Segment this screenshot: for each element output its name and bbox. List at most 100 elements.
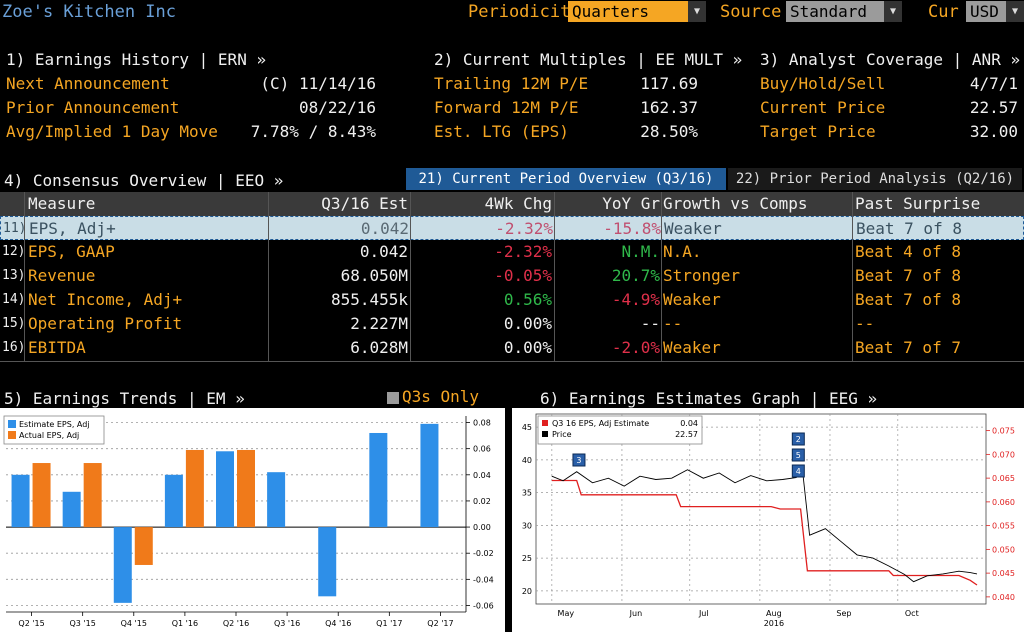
list-item: Trailing 12M P/E 117.69 bbox=[434, 72, 698, 96]
cell-surprise: Beat 7 of 8 bbox=[856, 219, 962, 238]
table-row[interactable]: 13) Revenue 68.050M -0.05% 20.7% Stronger Beat… bbox=[0, 264, 1024, 288]
list-item: Avg/Implied 1 Day Move 7.78% / 8.43% bbox=[6, 120, 376, 144]
q3s-only-label[interactable]: Q3s Only bbox=[402, 387, 480, 406]
chart-grid bbox=[6, 422, 466, 606]
legend-price: Price bbox=[552, 430, 572, 439]
cell-growth: Stronger bbox=[663, 266, 741, 285]
list-item: Prior Announcement 08/22/16 bbox=[6, 96, 376, 120]
y-axis: 0.08 0.06 0.04 0.02 0.00 -0.02 -0.04 -0.06 bbox=[465, 416, 494, 612]
row-number: 15) bbox=[2, 316, 26, 331]
cell-est: 68.050M bbox=[340, 266, 408, 285]
table-row[interactable]: 14) Net Income, Adj+ 855.455k 0.56% -4.9% Wea… bbox=[0, 288, 1024, 312]
earnings-estimates-title[interactable]: 6) Earnings Estimates Graph | EEG » bbox=[540, 389, 878, 408]
company-name: Zoe's Kitchen Inc bbox=[2, 2, 176, 22]
cell-est: 855.455k bbox=[330, 290, 408, 309]
legend-swatch-estimate bbox=[542, 420, 548, 426]
periodicity-dropdown-icon[interactable]: ▼ bbox=[688, 1, 706, 22]
cell-4wk-chg: -2.32% bbox=[494, 242, 552, 261]
cell-4wk-chg: -0.05% bbox=[494, 266, 552, 285]
cell-measure: EPS, GAAP bbox=[28, 242, 115, 261]
tab-prior-period[interactable]: 22) Prior Period Analysis (Q2/16) bbox=[728, 168, 1022, 190]
event-markers[interactable]: 3 2 5 4 bbox=[572, 432, 805, 478]
left-tick-label: 45 bbox=[522, 423, 532, 432]
row-value: 4/7/1 bbox=[969, 74, 1018, 93]
right-tick-label: 0.065 bbox=[992, 474, 1015, 483]
source-dropdown-icon[interactable]: ▼ bbox=[884, 1, 902, 22]
cell-growth: Weaker bbox=[664, 219, 722, 238]
event-marker[interactable] bbox=[791, 448, 805, 462]
col-est[interactable]: Q3/16 Est bbox=[321, 194, 408, 213]
x-tick-label: Q4 '16 bbox=[325, 619, 351, 628]
table-row[interactable]: 16) EBITDA 6.028M 0.00% -2.0% Weaker Beat 7 of… bbox=[0, 336, 1024, 360]
earnings-trends-title[interactable]: 5) Earnings Trends | EM » bbox=[4, 389, 245, 408]
cell-yoy: N.M. bbox=[621, 242, 660, 261]
legend-actual: Actual EPS, Adj bbox=[19, 431, 79, 440]
legend-estimate: Estimate EPS, Adj bbox=[19, 420, 90, 429]
periodicity-select[interactable]: Quarters bbox=[568, 1, 696, 22]
cell-yoy: -2.0% bbox=[611, 338, 660, 357]
x-tick-label: Q4 '15 bbox=[121, 619, 147, 628]
analyst-coverage-title[interactable]: 3) Analyst Coverage | ANR » bbox=[760, 50, 1021, 69]
row-label: Target Price bbox=[760, 122, 876, 141]
x-tick-label: Sep bbox=[836, 609, 851, 618]
right-tick-label: 0.075 bbox=[992, 427, 1015, 436]
cell-est: 2.227M bbox=[350, 314, 408, 333]
cur-label: Cur bbox=[928, 2, 959, 22]
bar-estimate bbox=[113, 527, 132, 603]
cell-4wk-chg: 0.56% bbox=[503, 290, 552, 309]
table-row[interactable]: 11) EPS, Adj+ 0.042 -2.32% -15.8% Weaker Beat … bbox=[0, 216, 1024, 240]
col-surprise[interactable]: Past Surprise bbox=[855, 194, 981, 213]
x-tick-label: Q2 '16 bbox=[223, 619, 249, 628]
bar-estimate bbox=[369, 432, 388, 528]
tab-current-period[interactable]: 21) Current Period Overview (Q3/16) bbox=[406, 168, 726, 190]
row-number: 16) bbox=[2, 340, 26, 355]
cell-surprise: Beat 7 of 7 bbox=[855, 338, 961, 357]
x-tick-label: Jun bbox=[629, 609, 643, 618]
col-yoy-gr[interactable]: YoY Gr bbox=[602, 194, 660, 213]
consensus-overview-title[interactable]: 4) Consensus Overview | EEO » bbox=[4, 171, 284, 190]
table-row[interactable]: 15) Operating Profit 2.227M 0.00% -- -- -- bbox=[0, 312, 1024, 336]
left-tick-label: 40 bbox=[522, 456, 532, 465]
row-label: Avg/Implied 1 Day Move bbox=[6, 122, 218, 141]
col-4wk-chg[interactable]: 4Wk Chg bbox=[484, 194, 552, 213]
table-row[interactable]: 12) EPS, GAAP 0.042 -2.32% N.M. N.A. Beat 4 of… bbox=[0, 240, 1024, 264]
event-marker-label: 5 bbox=[796, 451, 801, 460]
source-label: Source bbox=[720, 2, 782, 22]
list-item: Est. LTG (EPS) 28.50% bbox=[434, 120, 698, 144]
col-growth[interactable]: Growth vs Comps bbox=[663, 194, 808, 213]
estimate-line bbox=[551, 479, 978, 586]
event-marker[interactable] bbox=[791, 464, 805, 478]
bar-actual bbox=[185, 449, 204, 528]
cell-growth: Weaker bbox=[663, 290, 721, 309]
source-select[interactable]: Standard bbox=[786, 1, 884, 22]
bar-actual bbox=[83, 463, 102, 528]
x-year-label: 2016 bbox=[764, 619, 784, 628]
chart-lines bbox=[551, 469, 978, 586]
col-measure[interactable]: Measure bbox=[28, 194, 96, 213]
row-number: 14) bbox=[2, 292, 26, 307]
legend-swatch-actual bbox=[8, 431, 16, 439]
earnings-history-title[interactable]: 1) Earnings History | ERN » bbox=[6, 50, 267, 69]
x-tick-label: Jul bbox=[698, 609, 709, 618]
current-multiples-title[interactable]: 2) Current Multiples | EE MULT » bbox=[434, 50, 743, 69]
left-tick-label: 35 bbox=[522, 489, 532, 498]
cell-yoy: -- bbox=[640, 314, 660, 333]
table-bottom-divider bbox=[0, 361, 1024, 362]
q3s-only-checkbox[interactable] bbox=[387, 392, 399, 404]
chart-background bbox=[512, 408, 1024, 632]
y-tick-label: 0.02 bbox=[473, 497, 491, 506]
event-marker[interactable] bbox=[572, 453, 586, 467]
currency-select[interactable]: USD bbox=[966, 1, 1010, 22]
y-tick-label: -0.02 bbox=[473, 549, 494, 558]
legend-price-value: 22.57 bbox=[675, 430, 698, 439]
bar-estimate bbox=[318, 527, 337, 597]
bar-estimate bbox=[216, 451, 234, 528]
table-header bbox=[0, 192, 1024, 216]
currency-dropdown-icon[interactable]: ▼ bbox=[1006, 1, 1024, 22]
row-value: 7.78% / 8.43% bbox=[250, 122, 376, 141]
event-marker[interactable] bbox=[791, 432, 805, 446]
x-tick-label: Q1 '17 bbox=[376, 619, 402, 628]
cell-measure: EBITDA bbox=[28, 338, 86, 357]
list-item: Forward 12M P/E 162.37 bbox=[434, 96, 698, 120]
row-value: 28.50% bbox=[640, 122, 698, 141]
